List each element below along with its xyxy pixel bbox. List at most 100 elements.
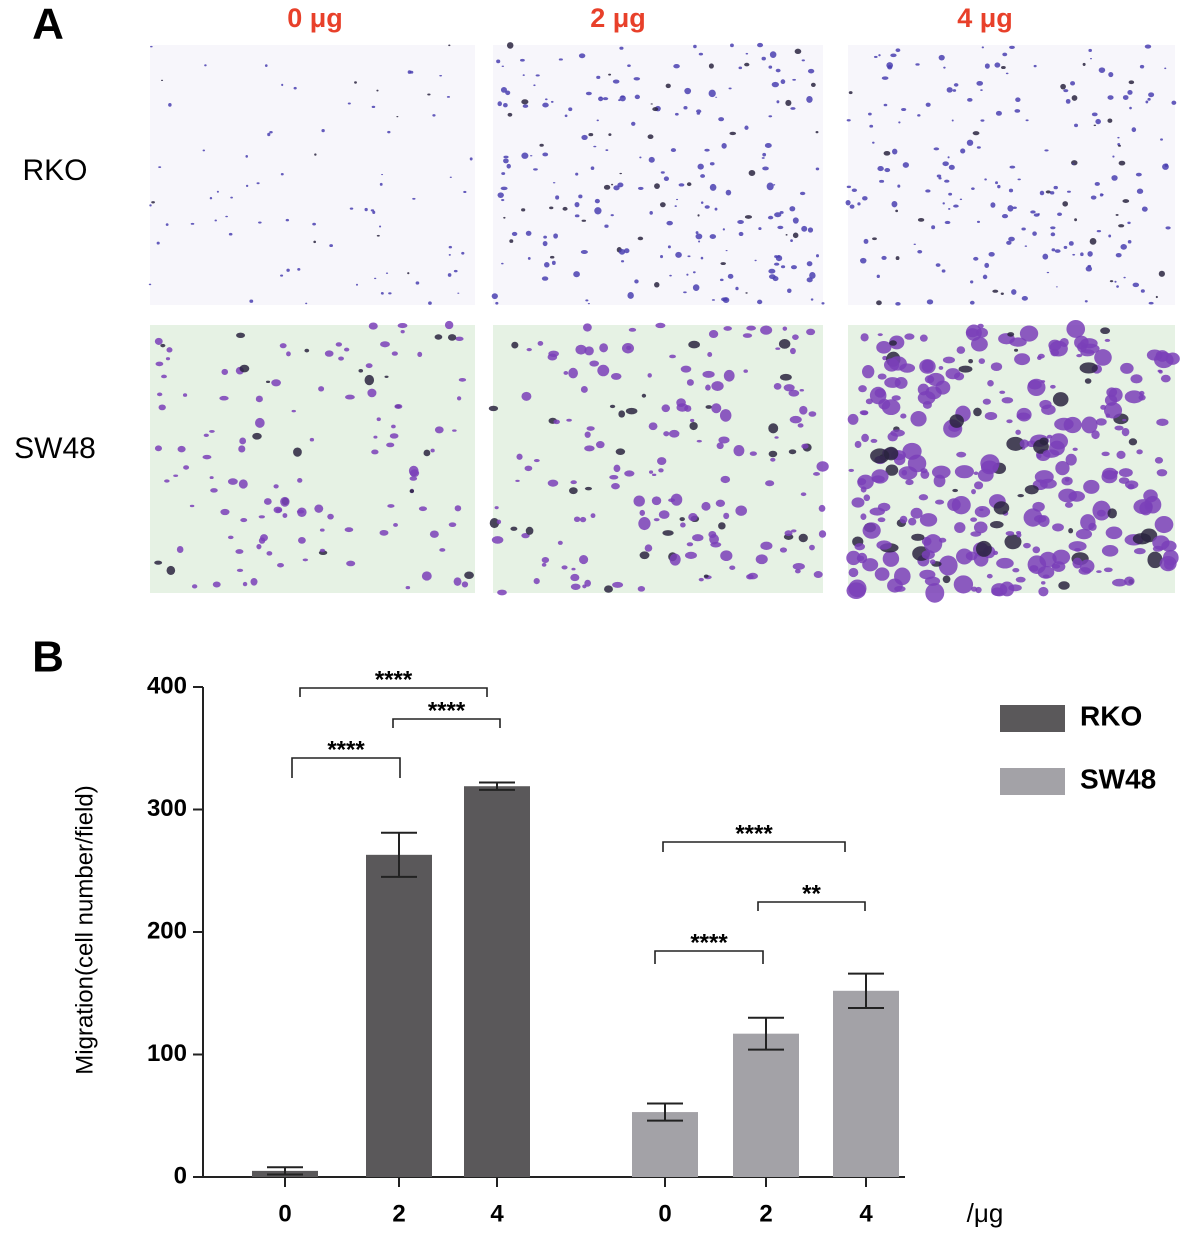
cell [1048, 339, 1062, 351]
cell [984, 411, 998, 421]
cell [1118, 144, 1122, 147]
cell [338, 356, 344, 361]
cell [704, 148, 710, 152]
cell [767, 215, 774, 220]
legend-swatch [1000, 705, 1065, 732]
cell [584, 445, 595, 452]
cell [386, 442, 395, 448]
cell [768, 423, 779, 434]
cell [455, 336, 464, 342]
cell [376, 234, 380, 237]
cell [858, 385, 867, 393]
cell [590, 166, 595, 170]
cell [689, 421, 698, 431]
cell [1071, 95, 1078, 101]
cell [801, 443, 809, 449]
cell [883, 446, 899, 461]
cell [1062, 201, 1069, 207]
cell [595, 441, 605, 449]
cell [551, 260, 556, 265]
cell [663, 431, 670, 437]
cell [639, 156, 642, 159]
cell [657, 457, 667, 465]
cell [214, 219, 217, 222]
cell [286, 351, 291, 357]
cell [981, 46, 984, 49]
cell [788, 449, 797, 455]
cell [697, 214, 700, 217]
cell [966, 139, 974, 146]
cell [686, 273, 689, 276]
cell [667, 245, 671, 249]
cell [1096, 229, 1102, 233]
cell [1107, 508, 1117, 519]
cell [1009, 45, 1015, 49]
cell [775, 347, 781, 350]
cell [368, 322, 378, 330]
cell [943, 66, 946, 69]
cell [1139, 64, 1145, 69]
cell [911, 533, 925, 541]
cell [980, 89, 983, 91]
cell [570, 480, 577, 485]
cell [721, 297, 728, 302]
cell [1122, 418, 1127, 422]
cell [1158, 369, 1163, 374]
cell [385, 272, 389, 274]
cell [1088, 48, 1092, 52]
cell [891, 395, 901, 401]
error-bar [848, 972, 884, 1009]
cell [1095, 118, 1101, 125]
cell [593, 145, 597, 148]
cell [1064, 501, 1073, 508]
cell [1016, 407, 1032, 422]
cell [980, 454, 1000, 473]
cell [644, 544, 653, 552]
cell [1057, 212, 1063, 216]
cell [768, 268, 776, 274]
cell [933, 147, 940, 151]
cell [634, 94, 640, 100]
cell [160, 343, 166, 348]
cell [1093, 124, 1097, 127]
cell [887, 578, 903, 593]
cell [953, 204, 959, 208]
cell [364, 374, 375, 386]
cell [525, 526, 534, 535]
cell [575, 344, 587, 355]
cell [533, 459, 540, 463]
cell [242, 581, 248, 587]
cell [581, 219, 587, 222]
cell [695, 233, 703, 240]
cell [953, 83, 959, 87]
cell [245, 184, 249, 187]
cell [236, 568, 244, 572]
cell [960, 148, 966, 154]
cell [588, 133, 594, 137]
cell [683, 105, 688, 110]
cell [355, 283, 359, 286]
cell [579, 516, 587, 523]
cell [1080, 252, 1084, 257]
cell [1011, 289, 1017, 295]
cell [758, 227, 762, 231]
x-tick-label: 2 [392, 1200, 405, 1227]
cell [1133, 548, 1146, 555]
cell [1112, 155, 1115, 158]
cell [446, 95, 451, 98]
cell [1156, 469, 1168, 477]
cell [776, 100, 780, 104]
cell [561, 565, 568, 570]
cell [792, 563, 805, 570]
cell [458, 377, 467, 382]
cell [925, 386, 942, 400]
cell [971, 488, 976, 495]
cell [715, 499, 726, 507]
micrograph [845, 44, 1177, 306]
cell [1019, 325, 1039, 342]
cell [693, 44, 697, 49]
cell [1127, 221, 1131, 225]
cell [429, 530, 439, 538]
cell [1100, 327, 1111, 335]
cell [1128, 80, 1135, 85]
